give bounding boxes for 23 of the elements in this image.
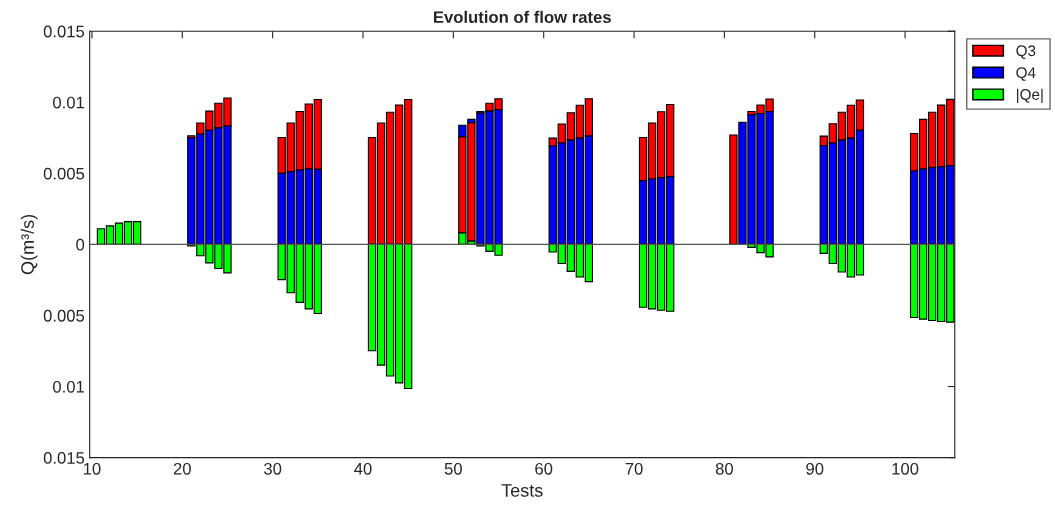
y-tick-label: 0.015 xyxy=(43,25,85,38)
y-tick-label: 0.01 xyxy=(53,96,84,109)
x-tick-label: 50 xyxy=(444,462,462,475)
x-tick-label: 20 xyxy=(173,462,191,475)
y-tick-label: 0.01 xyxy=(53,380,84,393)
y-axis-title: Q(m³/s) xyxy=(20,214,38,275)
x-axis-title: Tests xyxy=(501,484,543,497)
x-tick-label: 100 xyxy=(892,462,919,475)
y-tick-label: 0.015 xyxy=(43,452,85,464)
legend-label: Q3 xyxy=(1016,45,1036,59)
x-tick-label: 10 xyxy=(83,462,101,475)
x-tick-label: 40 xyxy=(354,462,372,475)
legend-label: Q4 xyxy=(1016,67,1036,81)
chart-title: Evolution of flow rates xyxy=(433,10,611,24)
x-tick-label: 80 xyxy=(715,462,733,475)
x-tick-label: 30 xyxy=(264,462,282,475)
legend-label: |Qe| xyxy=(1016,88,1043,104)
x-tick-label: 70 xyxy=(625,462,643,475)
x-tick-label: 60 xyxy=(535,462,553,475)
y-tick-label: 0.005 xyxy=(43,309,85,322)
x-tick-label: 90 xyxy=(806,462,824,475)
y-tick-label: 0 xyxy=(76,238,85,251)
y-tick-label: 0.005 xyxy=(43,167,85,180)
